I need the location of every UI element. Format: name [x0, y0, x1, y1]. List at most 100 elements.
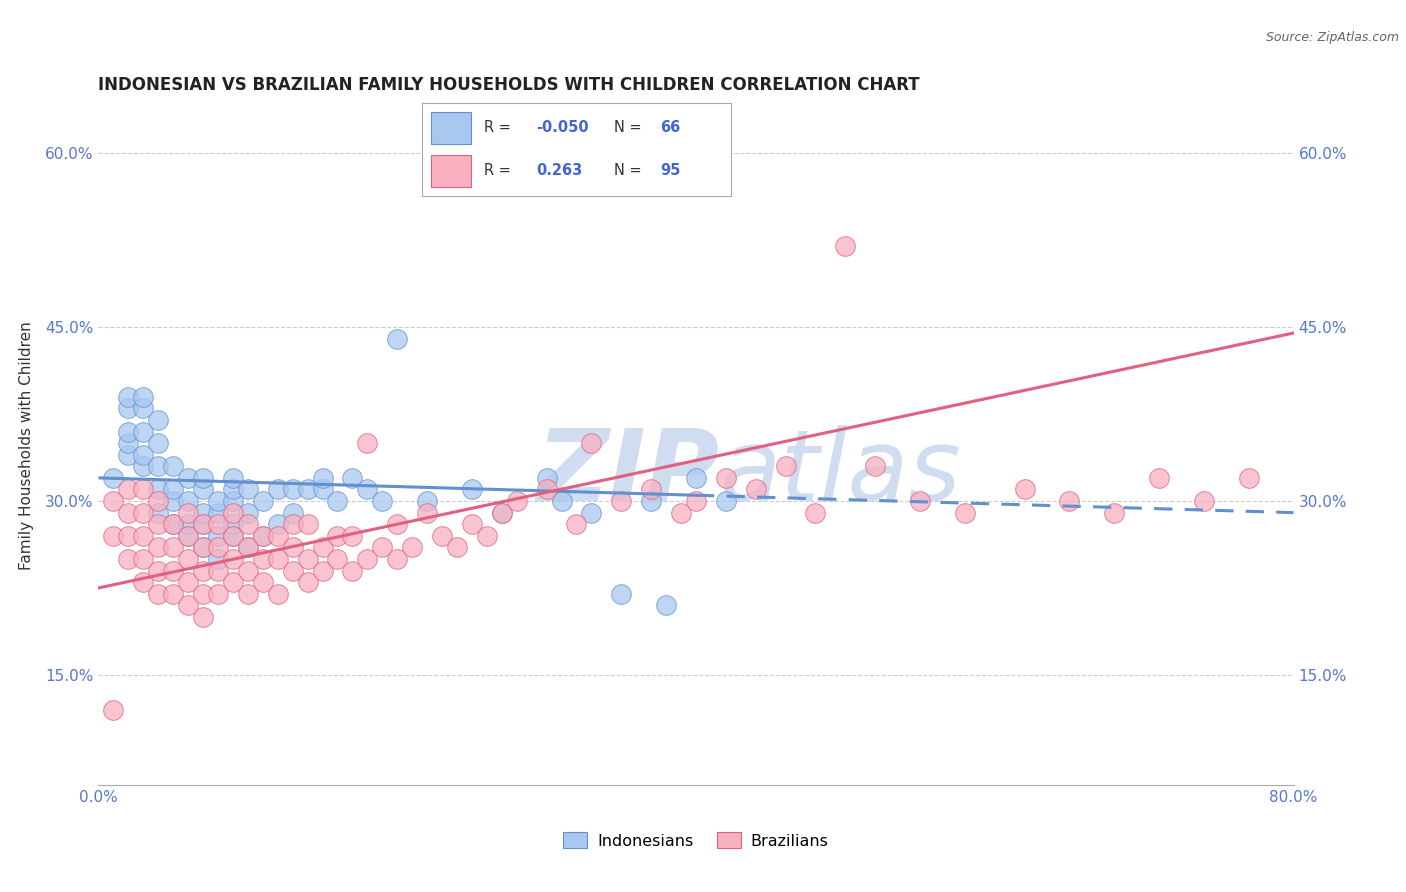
- Point: [132, 575, 155, 590]
- Text: 95: 95: [659, 163, 681, 178]
- Point: [461, 517, 484, 532]
- Point: [132, 425, 155, 439]
- Point: [191, 587, 214, 601]
- FancyBboxPatch shape: [432, 155, 471, 187]
- Point: [252, 529, 274, 543]
- Point: [132, 390, 155, 404]
- Point: [475, 529, 498, 543]
- Point: [908, 494, 931, 508]
- Point: [177, 471, 200, 485]
- Point: [162, 587, 184, 601]
- Point: [536, 471, 558, 485]
- Point: [804, 506, 827, 520]
- Point: [222, 517, 245, 532]
- Point: [132, 529, 155, 543]
- Point: [252, 552, 274, 566]
- Point: [371, 494, 394, 508]
- Point: [191, 517, 214, 532]
- Point: [297, 517, 319, 532]
- Point: [297, 483, 319, 497]
- Point: [191, 506, 214, 520]
- Point: [267, 587, 290, 601]
- Text: INDONESIAN VS BRAZILIAN FAMILY HOUSEHOLDS WITH CHILDREN CORRELATION CHART: INDONESIAN VS BRAZILIAN FAMILY HOUSEHOLD…: [98, 77, 920, 95]
- Point: [1237, 471, 1260, 485]
- Point: [148, 413, 170, 427]
- Text: N =: N =: [613, 120, 641, 136]
- Point: [191, 541, 214, 555]
- Point: [1192, 494, 1215, 508]
- Text: R =: R =: [484, 163, 510, 178]
- Point: [267, 483, 290, 497]
- Point: [267, 552, 290, 566]
- Point: [191, 610, 214, 624]
- Point: [132, 401, 155, 416]
- Point: [416, 506, 439, 520]
- Text: ZIP: ZIP: [537, 425, 720, 522]
- Point: [222, 552, 245, 566]
- Point: [148, 564, 170, 578]
- Point: [236, 506, 259, 520]
- Point: [342, 471, 364, 485]
- Point: [311, 541, 333, 555]
- Point: [385, 552, 409, 566]
- Point: [401, 541, 423, 555]
- Point: [191, 471, 214, 485]
- Point: [342, 529, 364, 543]
- FancyBboxPatch shape: [432, 112, 471, 144]
- Point: [191, 564, 214, 578]
- Text: N =: N =: [613, 163, 641, 178]
- Point: [117, 552, 139, 566]
- Point: [491, 506, 513, 520]
- Point: [117, 425, 139, 439]
- Point: [267, 529, 290, 543]
- Point: [236, 564, 259, 578]
- Point: [191, 483, 214, 497]
- Point: [252, 494, 274, 508]
- Point: [297, 575, 319, 590]
- Point: [162, 494, 184, 508]
- Point: [117, 401, 139, 416]
- Point: [252, 575, 274, 590]
- Point: [581, 436, 603, 450]
- Point: [191, 541, 214, 555]
- Point: [640, 483, 662, 497]
- Point: [1059, 494, 1081, 508]
- Point: [148, 483, 170, 497]
- Point: [565, 517, 588, 532]
- Point: [148, 541, 170, 555]
- Point: [953, 506, 976, 520]
- Point: [148, 517, 170, 532]
- Text: 66: 66: [659, 120, 681, 136]
- Point: [236, 541, 259, 555]
- Point: [177, 494, 200, 508]
- Point: [775, 459, 797, 474]
- Point: [162, 541, 184, 555]
- Point: [610, 494, 633, 508]
- Point: [669, 506, 692, 520]
- Point: [222, 494, 245, 508]
- Point: [207, 541, 229, 555]
- Point: [191, 517, 214, 532]
- Point: [207, 494, 229, 508]
- Point: [117, 390, 139, 404]
- Point: [117, 483, 139, 497]
- Point: [446, 541, 468, 555]
- Point: [356, 483, 378, 497]
- Point: [281, 517, 304, 532]
- Point: [1147, 471, 1170, 485]
- Point: [430, 529, 453, 543]
- Point: [536, 483, 558, 497]
- Point: [222, 575, 245, 590]
- Point: [162, 483, 184, 497]
- Point: [714, 494, 737, 508]
- Point: [461, 483, 484, 497]
- Point: [610, 587, 633, 601]
- Point: [297, 552, 319, 566]
- Point: [326, 494, 349, 508]
- Point: [177, 575, 200, 590]
- Point: [385, 332, 409, 346]
- Point: [177, 529, 200, 543]
- Point: [148, 459, 170, 474]
- Point: [132, 459, 155, 474]
- Point: [162, 517, 184, 532]
